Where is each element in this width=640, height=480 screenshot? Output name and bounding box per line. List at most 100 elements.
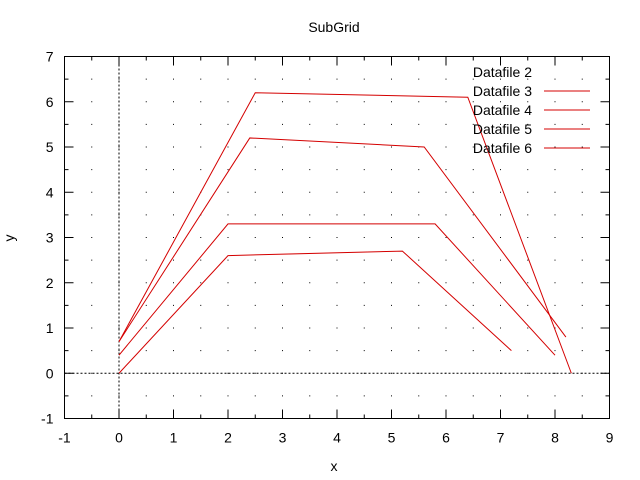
grid-dot — [336, 146, 338, 148]
grid-dot — [227, 214, 229, 216]
grid-dot — [336, 259, 338, 261]
grid-dot — [418, 191, 420, 193]
y-tick-label: 1 — [46, 320, 54, 336]
grid-dot — [445, 327, 447, 329]
grid-dot — [445, 101, 447, 103]
grid-dot — [581, 395, 583, 397]
grid-dot — [445, 259, 447, 261]
grid-dot — [363, 327, 365, 329]
grid-dot — [418, 304, 420, 306]
grid-dot — [173, 101, 174, 103]
grid-dot — [118, 123, 120, 125]
grid-dot — [445, 169, 447, 171]
grid-dot — [500, 169, 501, 171]
grid-dot — [500, 146, 501, 148]
legend: Datafile 2 Datafile 3 Datafile 4 Datafile 5… — [473, 64, 590, 156]
grid-dot — [173, 169, 174, 171]
grid-dot — [472, 78, 474, 80]
grid-dot — [336, 169, 338, 171]
x-tick-label: 6 — [442, 430, 450, 446]
grid-dot — [527, 304, 529, 306]
grid-dot — [118, 146, 120, 148]
grid-dot — [254, 191, 256, 193]
grid-dot — [118, 191, 120, 193]
grid-dot — [145, 395, 147, 397]
grid-dot — [200, 350, 202, 352]
y-tick-label: 4 — [46, 184, 54, 200]
y-tick-label: 3 — [46, 230, 54, 246]
grid-dot — [581, 78, 583, 80]
grid-dot — [554, 237, 556, 238]
y-tick-labels: -1 0 1 2 3 4 5 6 7 — [41, 49, 54, 427]
grid-dot — [581, 350, 583, 352]
grid-dot — [336, 282, 338, 284]
grid-dot — [91, 372, 93, 374]
grid-dot — [581, 214, 583, 216]
grid-dot — [554, 78, 556, 80]
y-tick-label: 5 — [46, 139, 54, 155]
grid-dot — [363, 214, 365, 216]
grid-dot — [254, 372, 256, 374]
grid-dot — [445, 214, 447, 216]
grid-dot — [173, 304, 174, 306]
grid-dot — [500, 191, 501, 193]
grid-dot — [581, 304, 583, 306]
grid-dot — [173, 237, 174, 238]
grid-dot — [145, 146, 147, 148]
grid-dot — [91, 304, 93, 306]
grid-dot — [200, 282, 202, 284]
grid-dot — [363, 259, 365, 261]
grid-dot — [145, 327, 147, 329]
grid-dot — [282, 259, 283, 261]
grid-dot — [227, 78, 229, 80]
grid-dot — [227, 395, 229, 397]
grid-dot — [309, 282, 311, 284]
grid-dot — [445, 282, 447, 284]
grid-dot — [282, 101, 283, 103]
x-tick-label: 0 — [115, 430, 123, 446]
grid-dot — [363, 101, 365, 103]
grid-dot — [145, 169, 147, 171]
grid-dot — [282, 214, 283, 216]
grid-dot — [227, 237, 229, 238]
grid-dot — [391, 191, 392, 193]
grid-dot — [173, 146, 174, 148]
grid-dot — [554, 304, 556, 306]
legend-label: Datafile 4 — [473, 102, 532, 118]
grid-dot — [309, 350, 311, 352]
grid-dot — [336, 304, 338, 306]
grid-dot — [309, 259, 311, 261]
grid-dot — [363, 169, 365, 171]
grid-dot — [418, 395, 420, 397]
series-line-5 — [118, 92, 572, 374]
grid-dot — [254, 214, 256, 216]
x-tick-label: 7 — [497, 430, 505, 446]
grid-dot — [363, 123, 365, 125]
grid-dot — [91, 350, 93, 352]
legend-label: Datafile 2 — [473, 64, 532, 80]
grid-dot — [200, 101, 202, 103]
grid-dot — [145, 350, 147, 352]
grid-dot — [254, 101, 256, 103]
grid-dot — [200, 146, 202, 148]
x-tick-label: 2 — [224, 430, 232, 446]
y-tick-label: 2 — [46, 275, 54, 291]
grid-dot — [254, 259, 256, 261]
grid-dot — [254, 350, 256, 352]
series-line-4 — [118, 137, 567, 342]
grid-dot — [581, 169, 583, 171]
grid-dot — [418, 372, 420, 374]
grid-dot — [227, 101, 229, 103]
grid-dot — [500, 214, 501, 216]
grid-dot — [309, 214, 311, 216]
grid-dot — [391, 78, 392, 80]
grid-dot — [227, 372, 229, 374]
series-line-2 — [118, 250, 512, 374]
grid-dot — [472, 214, 474, 216]
grid-dot — [227, 191, 229, 193]
grid-dot — [500, 282, 501, 284]
x-tick-labels: -1 0 1 2 3 4 5 6 7 8 9 — [58, 430, 613, 446]
grid-dot — [472, 237, 474, 238]
grid-dot — [500, 259, 501, 261]
grid-dot — [227, 259, 229, 261]
